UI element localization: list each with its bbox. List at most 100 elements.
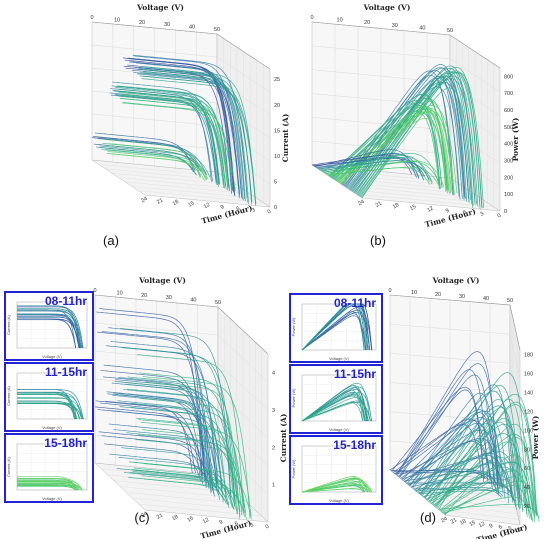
z-tick-label: 15 (468, 520, 476, 528)
x-tick-label: 20 (364, 20, 370, 26)
curve-line (131, 69, 236, 197)
x-tick-label: 30 (392, 23, 398, 29)
y-tick-label: 20 (274, 103, 280, 109)
curve-line (420, 384, 513, 503)
curve-line (17, 482, 84, 491)
curve-line (429, 398, 517, 510)
grid-line (105, 168, 231, 181)
inset-y-label: Current (A) (6, 314, 11, 334)
curve-line (120, 91, 230, 190)
curve-line (109, 153, 206, 181)
grid-line (349, 189, 488, 203)
curve-line (416, 423, 506, 499)
x-tick-label: 40 (189, 25, 195, 31)
inset-panel: 15-18hr Voltage (V) Power (W) (289, 435, 383, 505)
curve-line (444, 476, 533, 522)
grid-line (132, 498, 256, 511)
inset-y-label: Current (A) (6, 385, 11, 405)
z-tick-label: 12 (203, 202, 211, 210)
z-tick-label: 18 (171, 514, 179, 522)
z-tick-label: 12 (478, 521, 486, 529)
grid-line (336, 181, 476, 195)
curve-line (329, 94, 448, 188)
grid-line (118, 177, 244, 190)
inset-title: 11-15hr (45, 365, 87, 379)
curve-line (17, 308, 82, 349)
inset-title: 08-11hr (45, 294, 87, 308)
z-tick-label: 0 (497, 213, 503, 220)
curve-line (101, 149, 197, 176)
curve-line (435, 401, 538, 517)
x-tick-label: 50 (507, 298, 513, 304)
grid-line (125, 181, 251, 195)
z-tick-label: 21 (156, 198, 164, 206)
curve-line (121, 447, 215, 497)
y-tick-label: 200 (504, 175, 513, 181)
inset-title: 08-11hr (334, 296, 376, 310)
curve-line (398, 363, 499, 486)
x-tick-label: 30 (166, 295, 172, 301)
curve-line (141, 475, 245, 517)
y-axis-label: Current (A) (281, 114, 290, 163)
y-tick-label: 500 (504, 125, 513, 131)
curve-line (100, 147, 197, 175)
curve-line (100, 402, 201, 478)
curve-line (325, 156, 433, 185)
curve-line (17, 316, 80, 349)
curve-line (144, 69, 252, 205)
curve-line (115, 379, 223, 493)
inset-title: 11-15hr (334, 367, 376, 381)
curve-line (104, 443, 202, 482)
curve-line (144, 66, 257, 206)
curve-line (424, 372, 529, 508)
z-tick-label: 0 (267, 209, 273, 216)
curve-line (444, 437, 536, 523)
curve-line (301, 487, 372, 493)
z-tick-label: 24 (440, 516, 448, 524)
curve-line (431, 393, 538, 513)
y-tick-label: 60 (524, 466, 530, 472)
curve-line (141, 78, 256, 204)
curve-line (108, 423, 208, 486)
curve-line (94, 406, 196, 473)
curve-line (118, 457, 219, 496)
curve-line (404, 439, 493, 490)
curve-line (301, 389, 364, 422)
curve-line (96, 311, 203, 475)
inset-panel: 08-11hr Voltage (V) Power (W) (289, 293, 383, 363)
z-tick-label: 24 (140, 511, 148, 519)
curve-line (409, 392, 499, 494)
curve-line (127, 376, 236, 505)
y-tick-label: 180 (524, 353, 533, 359)
z-tick-label: 3 (507, 526, 513, 533)
curve-line (443, 480, 540, 522)
z-tick-label: 18 (392, 202, 400, 210)
curve-line (143, 463, 252, 520)
curve-line (17, 402, 78, 420)
curve-line (129, 58, 235, 196)
y-tick-label: 0 (504, 209, 507, 215)
z-tick-label: 9 (445, 208, 451, 215)
curve-line (17, 400, 76, 420)
curve-line (123, 389, 236, 501)
axis-edge (311, 21, 501, 69)
curve-line (301, 484, 373, 493)
curve-line (139, 398, 243, 516)
curve-line (120, 98, 234, 190)
x-tick-label: 10 (114, 17, 120, 23)
curve-line (104, 144, 201, 178)
curve-line (391, 386, 485, 480)
y-tick-label: 700 (504, 91, 513, 97)
curve-line (100, 370, 206, 479)
grid-line (138, 503, 262, 517)
curve-group (91, 54, 257, 206)
x-tick-label: 10 (117, 290, 123, 296)
y-tick-label: 3 (272, 408, 275, 414)
y-tick-label: 120 (524, 409, 533, 415)
x-tick-label: 50 (214, 27, 220, 33)
x-axis-label: Voltage (V) (363, 3, 411, 12)
y-tick-label: 40 (524, 485, 530, 491)
curve-line (126, 432, 239, 504)
